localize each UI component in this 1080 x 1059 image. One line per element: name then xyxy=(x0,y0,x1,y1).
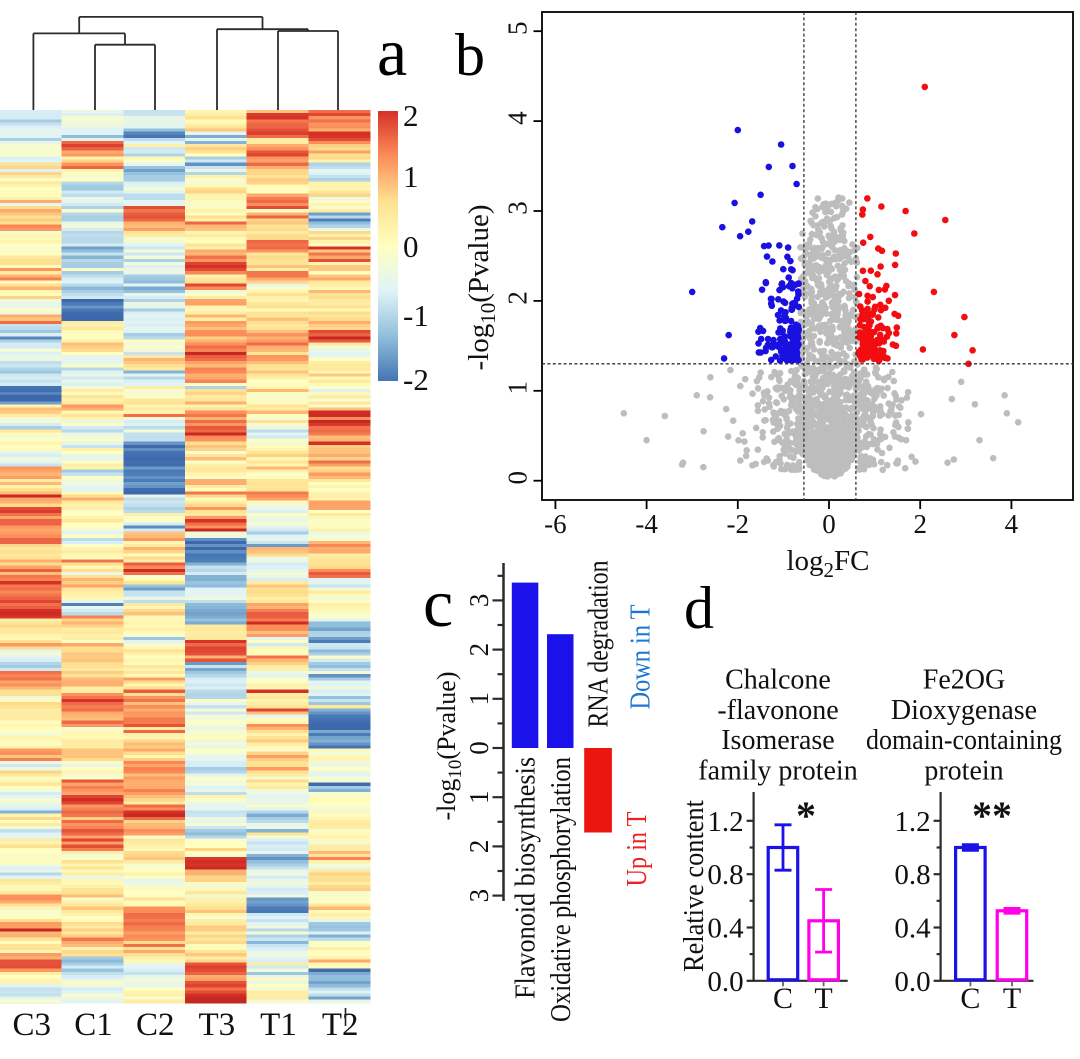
svg-text:Fe2OG: Fe2OG xyxy=(923,665,1005,696)
svg-text:Up in T: Up in T xyxy=(622,812,653,887)
svg-text:0.4: 0.4 xyxy=(707,913,744,945)
svg-text:1: 1 xyxy=(403,159,419,194)
svg-text:Relative content: Relative content xyxy=(678,800,710,972)
svg-text:4: 4 xyxy=(503,111,533,125)
svg-text:c: c xyxy=(423,565,453,641)
svg-text:0.0: 0.0 xyxy=(894,966,930,998)
svg-text:0: 0 xyxy=(822,509,836,539)
svg-text:0.8: 0.8 xyxy=(707,859,743,891)
svg-text:2: 2 xyxy=(464,840,494,854)
svg-text:C2: C2 xyxy=(136,1007,175,1043)
svg-text:-6: -6 xyxy=(544,509,567,539)
svg-text:2: 2 xyxy=(913,509,927,539)
svg-text:b: b xyxy=(455,22,485,88)
svg-text:C3: C3 xyxy=(13,1007,52,1043)
svg-text:1.2: 1.2 xyxy=(707,806,743,838)
svg-text:C: C xyxy=(960,982,980,1015)
svg-text:0: 0 xyxy=(503,471,533,485)
svg-text:3: 3 xyxy=(464,889,494,903)
svg-text:3: 3 xyxy=(464,594,494,608)
svg-text:-log10(Pvalue): -log10(Pvalue) xyxy=(432,672,466,821)
svg-text:T: T xyxy=(814,982,832,1015)
svg-text:-2: -2 xyxy=(403,362,429,397)
svg-text:family protein: family protein xyxy=(698,755,857,786)
svg-text:1: 1 xyxy=(503,381,533,395)
svg-text:T3: T3 xyxy=(198,1007,235,1043)
svg-text:1: 1 xyxy=(464,692,494,706)
svg-text:C1: C1 xyxy=(74,1007,113,1043)
svg-text:C: C xyxy=(773,982,793,1015)
svg-text:Isomerase: Isomerase xyxy=(721,725,835,756)
svg-text:2: 2 xyxy=(464,643,494,657)
svg-text:0: 0 xyxy=(403,229,419,264)
svg-text:RNA degradation: RNA degradation xyxy=(584,561,615,728)
svg-text:T2: T2 xyxy=(322,1007,359,1043)
svg-text:2: 2 xyxy=(403,98,419,133)
svg-text:d: d xyxy=(684,575,714,641)
svg-text:2: 2 xyxy=(503,291,533,305)
svg-text:0.4: 0.4 xyxy=(894,913,931,945)
svg-text:0: 0 xyxy=(464,741,494,755)
svg-text:4: 4 xyxy=(1005,509,1019,539)
svg-text:T: T xyxy=(1003,982,1021,1015)
svg-text:protein: protein xyxy=(924,755,1003,786)
svg-text:-1: -1 xyxy=(403,298,429,333)
svg-text:domain-containing: domain-containing xyxy=(866,725,1062,756)
svg-text:-log10(Pvalue): -log10(Pvalue) xyxy=(463,205,500,371)
svg-text:*: * xyxy=(796,793,816,838)
svg-text:1: 1 xyxy=(464,790,494,804)
svg-text:-2: -2 xyxy=(727,509,750,539)
svg-text:Chalcone: Chalcone xyxy=(725,665,831,696)
svg-text:T1: T1 xyxy=(260,1007,297,1043)
svg-text:**: ** xyxy=(972,793,1012,838)
svg-text:5: 5 xyxy=(503,21,533,35)
svg-text:-flavonone: -flavonone xyxy=(717,695,838,726)
svg-text:3: 3 xyxy=(503,201,533,215)
svg-text:Dioxygenase: Dioxygenase xyxy=(891,695,1037,726)
svg-text:Oxidative phosphorylation: Oxidative phosphorylation xyxy=(546,757,577,1022)
svg-text:a: a xyxy=(377,14,407,90)
svg-text:0.0: 0.0 xyxy=(707,966,743,998)
svg-text:0.8: 0.8 xyxy=(894,859,930,891)
svg-text:1.2: 1.2 xyxy=(894,806,930,838)
svg-text:-4: -4 xyxy=(635,509,658,539)
svg-text:Flavonoid biosynthesis: Flavonoid biosynthesis xyxy=(511,757,542,999)
svg-text:Down in T: Down in T xyxy=(626,605,657,710)
